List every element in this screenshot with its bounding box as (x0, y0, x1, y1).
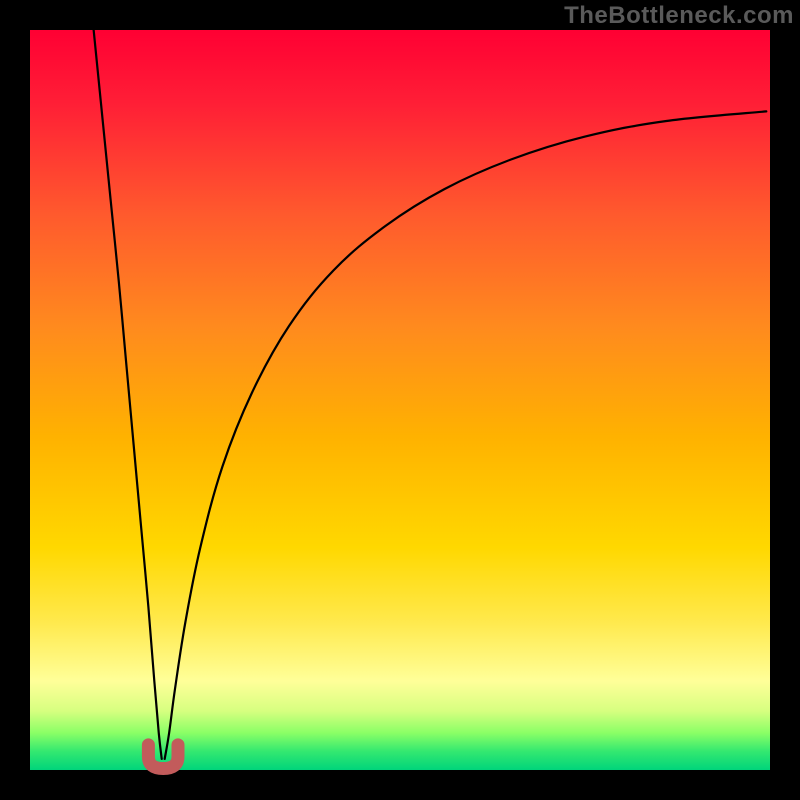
plot-background (30, 30, 770, 770)
bottleneck-curve-plot (0, 0, 800, 800)
chart-stage: TheBottleneck.com (0, 0, 800, 800)
